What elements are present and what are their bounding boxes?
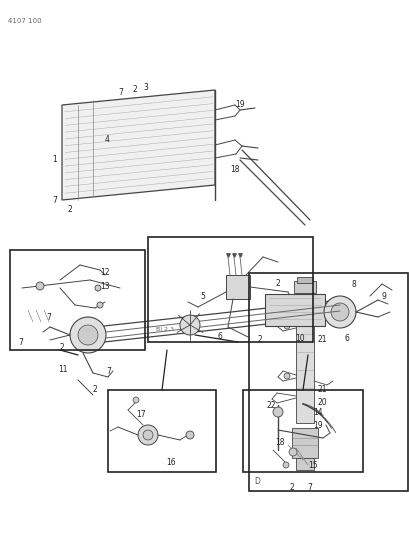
Text: 7: 7	[118, 88, 123, 97]
Circle shape	[272, 407, 282, 417]
Bar	[264, 294, 324, 326]
Text: 7: 7	[46, 313, 51, 322]
Text: 6: 6	[344, 334, 349, 343]
Circle shape	[36, 282, 44, 290]
Bar	[295, 293, 313, 423]
Circle shape	[283, 323, 289, 329]
Text: 7: 7	[18, 338, 23, 347]
Circle shape	[330, 303, 348, 321]
Text: 14: 14	[312, 408, 322, 417]
Circle shape	[78, 325, 98, 345]
Bar	[148, 237, 312, 342]
Text: 12: 12	[100, 268, 109, 277]
Bar	[225, 275, 249, 299]
Text: 2: 2	[133, 85, 137, 94]
Text: 7: 7	[106, 367, 110, 376]
Bar	[293, 281, 315, 293]
Text: 21: 21	[317, 385, 327, 394]
Text: 15: 15	[307, 461, 317, 470]
Text: 19: 19	[312, 421, 322, 430]
Text: 16: 16	[166, 458, 175, 467]
Bar	[296, 277, 312, 283]
Bar	[248, 273, 407, 491]
Circle shape	[282, 462, 288, 468]
Text: 7: 7	[52, 196, 57, 205]
Polygon shape	[62, 90, 214, 200]
Bar	[10, 250, 145, 350]
Text: 5: 5	[200, 292, 204, 301]
Text: 22: 22	[266, 401, 276, 410]
Bar	[108, 390, 216, 472]
Bar	[243, 390, 362, 472]
Text: 20: 20	[317, 398, 327, 407]
Text: D: D	[254, 477, 259, 486]
Text: 18: 18	[274, 438, 284, 447]
Text: 7: 7	[306, 483, 311, 492]
Circle shape	[97, 302, 103, 308]
Text: 19: 19	[234, 100, 244, 109]
Text: 2: 2	[68, 205, 72, 214]
Text: Bl 2,3: Bl 2,3	[155, 327, 173, 332]
Text: 1: 1	[52, 155, 56, 164]
Text: 8: 8	[351, 280, 356, 289]
Text: 2: 2	[275, 279, 280, 288]
Text: 13: 13	[100, 282, 109, 291]
Text: 2: 2	[60, 343, 65, 352]
Circle shape	[95, 285, 101, 291]
Text: 4: 4	[105, 135, 110, 144]
Circle shape	[323, 296, 355, 328]
Text: 2: 2	[257, 335, 262, 344]
Text: 11: 11	[58, 365, 67, 374]
Circle shape	[133, 397, 139, 403]
Text: 2: 2	[289, 483, 294, 492]
Bar	[291, 428, 317, 458]
Text: 10: 10	[294, 334, 304, 343]
Circle shape	[143, 430, 153, 440]
Text: 6: 6	[218, 332, 222, 341]
Bar	[295, 458, 313, 470]
Text: 2: 2	[93, 385, 97, 394]
Circle shape	[186, 431, 193, 439]
Text: 18: 18	[229, 165, 239, 174]
Circle shape	[289, 300, 299, 310]
Circle shape	[180, 315, 200, 335]
Circle shape	[138, 425, 157, 445]
Text: 21: 21	[317, 335, 327, 344]
Circle shape	[283, 373, 289, 379]
Text: 3: 3	[143, 83, 148, 92]
Circle shape	[288, 448, 296, 456]
Text: 9: 9	[381, 292, 386, 301]
Text: 4107 100: 4107 100	[8, 18, 42, 24]
Circle shape	[70, 317, 106, 353]
Text: 17: 17	[136, 410, 145, 419]
